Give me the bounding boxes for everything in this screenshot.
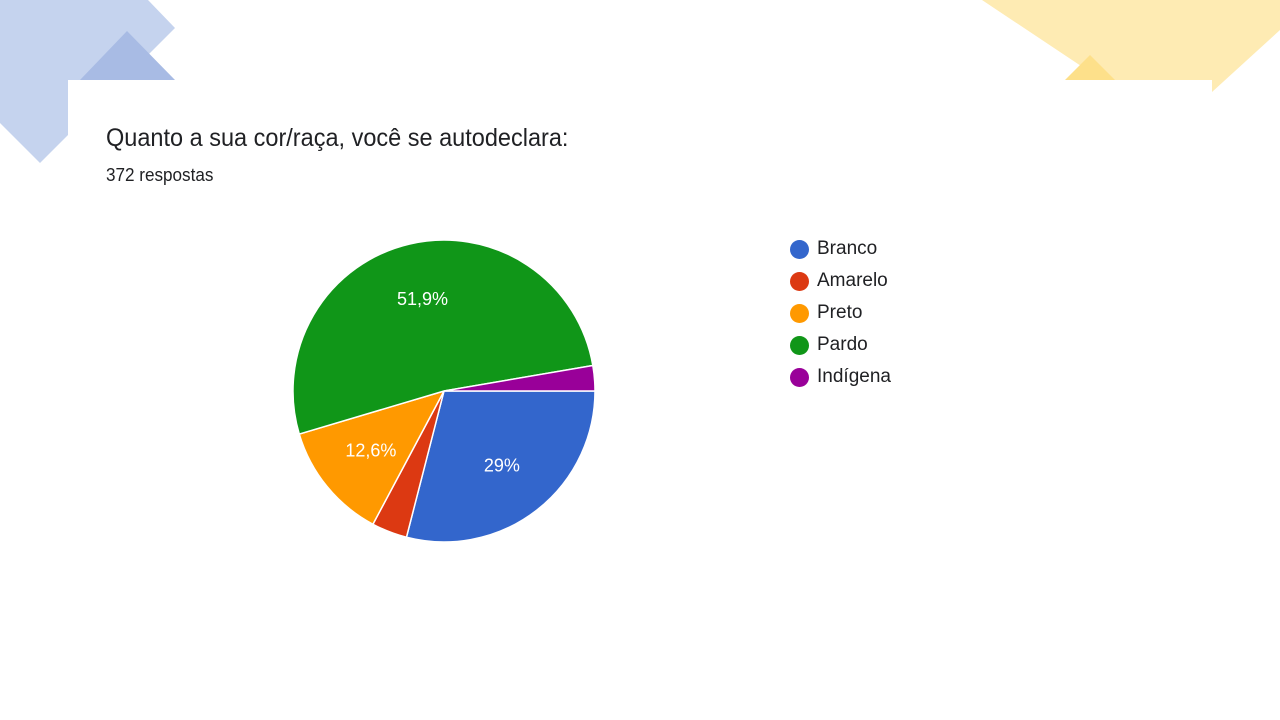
legend-label: Indígena <box>817 366 891 387</box>
data-label-pardo: 51,9% <box>397 289 448 309</box>
legend-label: Pardo <box>817 334 868 355</box>
legend-swatch <box>790 368 809 387</box>
deco-triangle-blue-topleft-inner <box>80 31 175 80</box>
legend-item-pardo[interactable]: Pardo <box>790 333 891 365</box>
legend-swatch <box>790 304 809 323</box>
legend-label: Preto <box>817 302 863 323</box>
legend-item-branco[interactable]: Branco <box>790 237 891 269</box>
legend-swatch <box>790 272 809 291</box>
deco-triangle-yellow-topright <box>982 0 1280 92</box>
deco-triangle-yellow-topright-inner <box>1065 55 1115 80</box>
legend-item-amarelo[interactable]: Amarelo <box>790 269 891 301</box>
chart-legend: Branco Amarelo Preto Pardo Indígena <box>790 237 891 397</box>
data-label-branco: 29% <box>484 456 520 476</box>
legend-label: Amarelo <box>817 270 888 291</box>
legend-item-preto[interactable]: Preto <box>790 301 891 333</box>
response-count: 372 respostas <box>106 165 214 185</box>
pie-slice-preto[interactable] <box>298 389 446 526</box>
legend-item-ind-gena[interactable]: Indígena <box>790 365 891 397</box>
legend-swatch <box>790 240 809 259</box>
chart-title: Quanto a sua cor/raça, você se autodecla… <box>106 124 569 152</box>
data-label-preto: 12,6% <box>345 441 396 461</box>
pie-slice-pardo[interactable] <box>292 239 594 435</box>
pie-slice-branco[interactable] <box>405 390 596 543</box>
chart-card <box>68 80 1212 720</box>
pie-slice-ind-gena[interactable] <box>443 364 596 392</box>
legend-label: Branco <box>817 238 878 259</box>
legend-swatch <box>790 336 809 355</box>
